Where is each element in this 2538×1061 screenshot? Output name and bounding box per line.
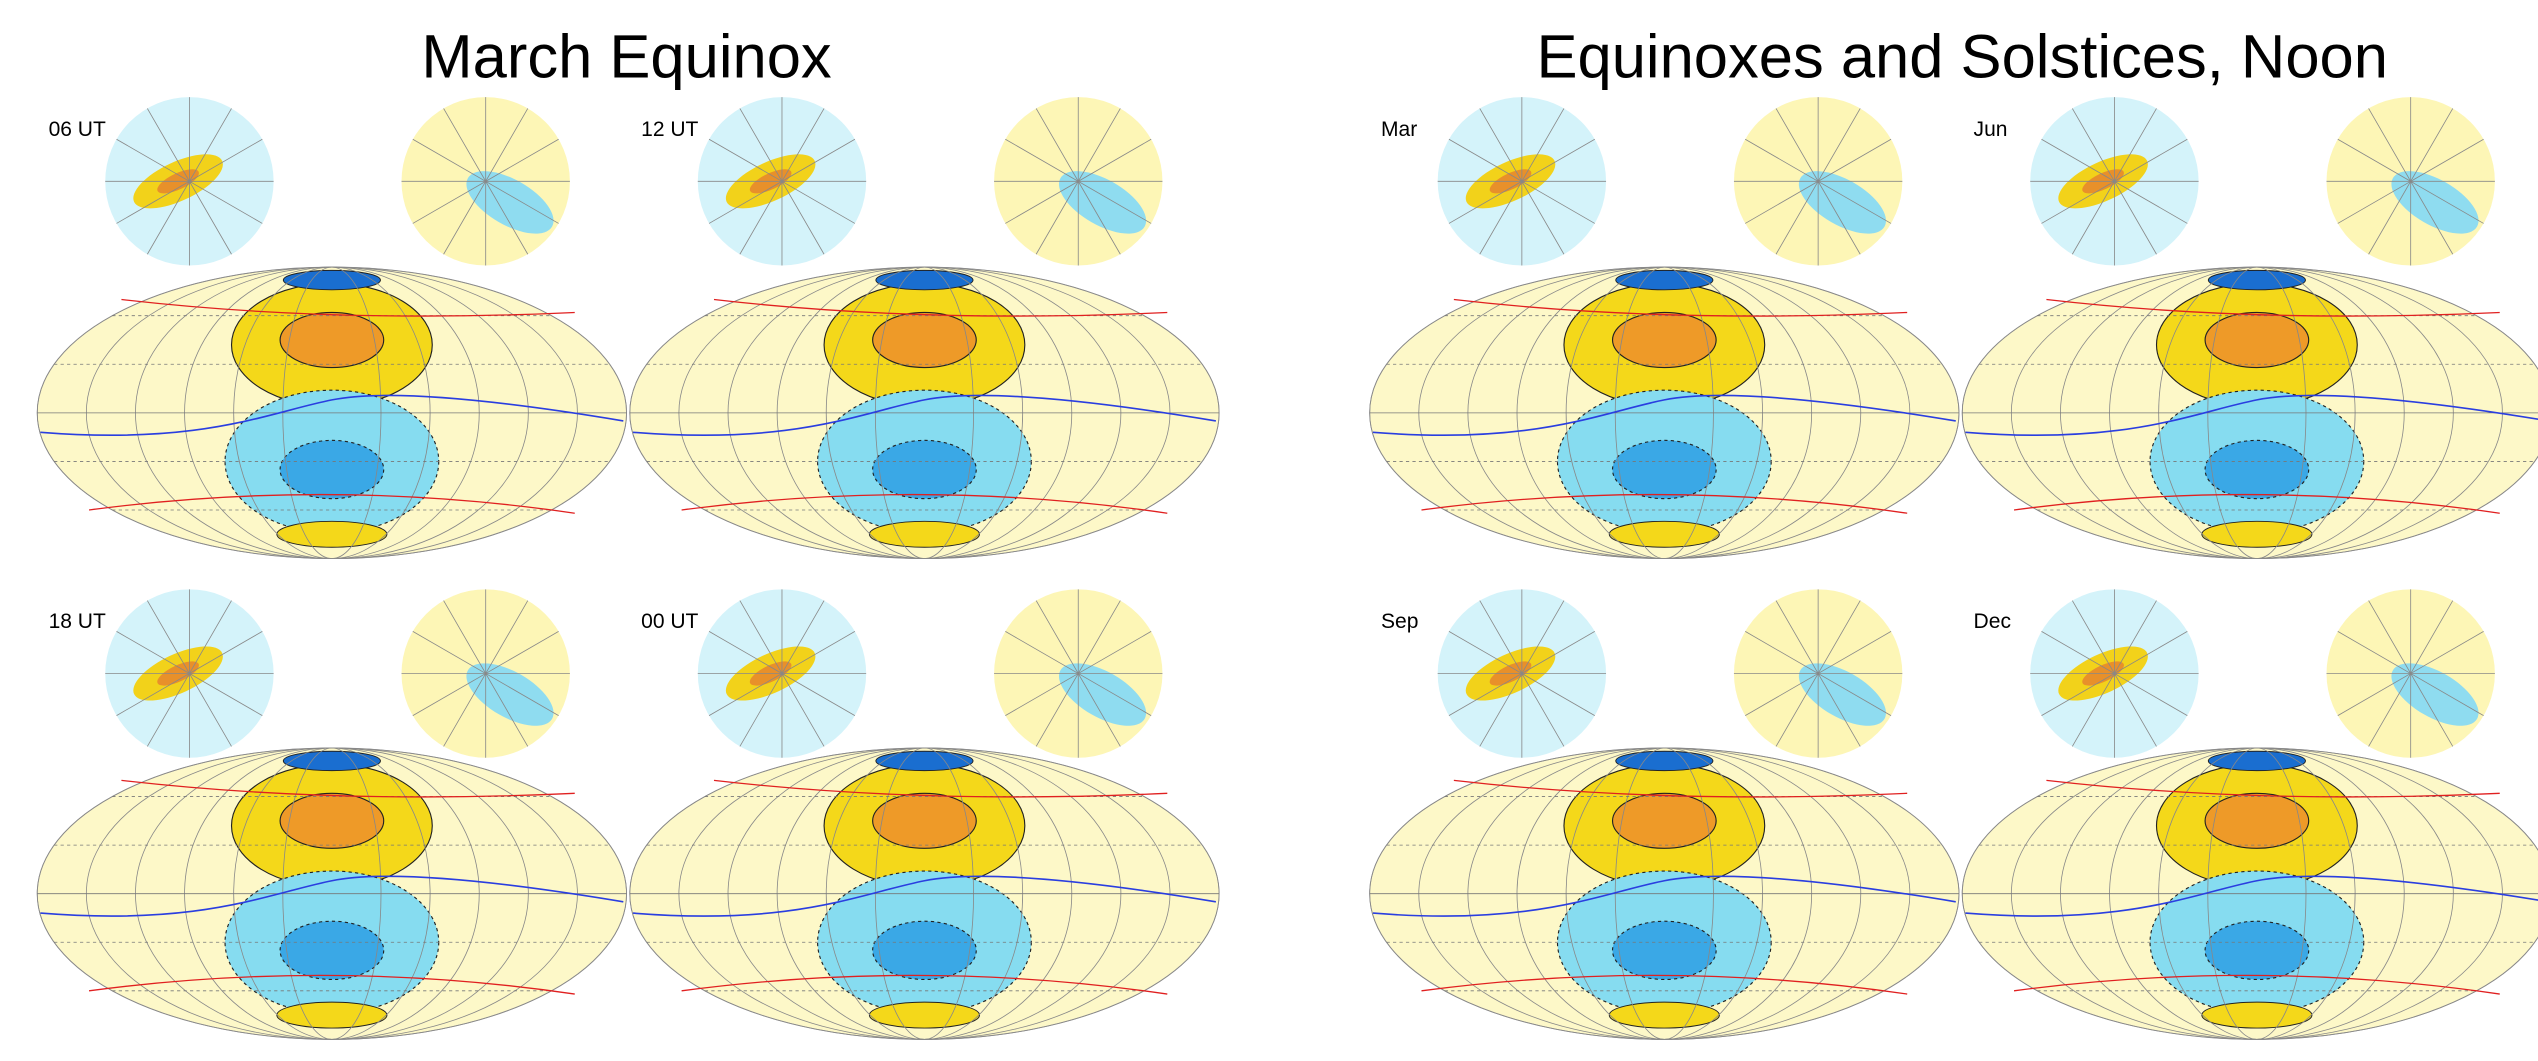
positive-anomaly-core — [280, 793, 384, 848]
polar-band — [2208, 751, 2305, 770]
group-title: Equinoxes and Solstices, Noon — [1536, 23, 2388, 92]
panel-label: 18 UT — [49, 610, 106, 633]
polar-band — [1616, 270, 1713, 289]
figure: March Equinox 06 UT 12 UT 18 UT 00 UT Equinox… — [0, 0, 2538, 1061]
negative-anomaly-core — [2205, 440, 2309, 498]
negative-anomaly-core — [2205, 921, 2309, 979]
map-panel: Jun — [1962, 97, 2538, 558]
figure-content: March Equinox 06 UT 12 UT 18 UT 00 UT Equinox… — [37, 23, 2538, 1040]
map-panel: Dec — [1962, 589, 2538, 1039]
map-panel: 12 UT — [630, 97, 1219, 558]
negative-anomaly-core — [280, 440, 384, 498]
panel-label: 06 UT — [49, 118, 106, 141]
polar-band — [2202, 521, 2312, 547]
positive-anomaly-core — [280, 312, 384, 367]
map-panel: 18 UT — [37, 589, 626, 1039]
panel-label: 00 UT — [641, 610, 698, 633]
map-panel: 00 UT — [630, 589, 1219, 1039]
polar-band — [869, 1002, 979, 1028]
polar-band — [277, 521, 387, 547]
positive-anomaly-core — [873, 793, 977, 848]
negative-anomaly-core — [873, 440, 977, 498]
map-panel: Sep — [1370, 589, 1959, 1039]
panel-label: 12 UT — [641, 118, 698, 141]
negative-anomaly-core — [1613, 921, 1717, 979]
polar-band — [277, 1002, 387, 1028]
polar-band — [2202, 1002, 2312, 1028]
polar-band — [283, 270, 380, 289]
negative-anomaly-core — [1613, 440, 1717, 498]
polar-band — [283, 751, 380, 770]
positive-anomaly-core — [1613, 793, 1717, 848]
negative-anomaly-core — [873, 921, 977, 979]
positive-anomaly-core — [1613, 312, 1717, 367]
polar-band — [869, 521, 979, 547]
polar-band — [876, 751, 973, 770]
panel-label: Dec — [1974, 610, 2011, 633]
panel-label: Mar — [1381, 118, 1417, 141]
panel-label: Sep — [1381, 610, 1418, 633]
map-panel: Mar — [1370, 97, 1959, 558]
map-panel: 06 UT — [37, 97, 626, 558]
polar-band — [876, 270, 973, 289]
polar-band — [1616, 751, 1713, 770]
positive-anomaly-core — [873, 312, 977, 367]
polar-band — [1609, 1002, 1719, 1028]
group-title: March Equinox — [421, 23, 832, 92]
polar-band — [1609, 521, 1719, 547]
positive-anomaly-core — [2205, 312, 2309, 367]
polar-band — [2208, 270, 2305, 289]
positive-anomaly-core — [2205, 793, 2309, 848]
negative-anomaly-core — [280, 921, 384, 979]
panel-label: Jun — [1974, 118, 2008, 141]
